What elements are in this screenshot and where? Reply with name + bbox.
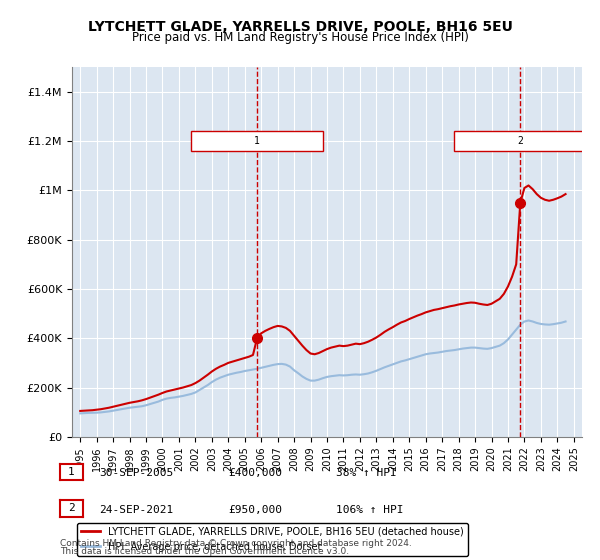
Text: 30-SEP-2005: 30-SEP-2005 <box>99 468 173 478</box>
Text: Contains HM Land Registry data © Crown copyright and database right 2024.: Contains HM Land Registry data © Crown c… <box>60 539 412 548</box>
Text: £950,000: £950,000 <box>228 505 282 515</box>
Text: £400,000: £400,000 <box>228 468 282 478</box>
Text: LYTCHETT GLADE, YARRELLS DRIVE, POOLE, BH16 5EU: LYTCHETT GLADE, YARRELLS DRIVE, POOLE, B… <box>88 20 512 34</box>
Text: 2: 2 <box>517 136 523 146</box>
Text: This data is licensed under the Open Government Licence v3.0.: This data is licensed under the Open Gov… <box>60 547 349 556</box>
Text: Price paid vs. HM Land Registry's House Price Index (HPI): Price paid vs. HM Land Registry's House … <box>131 31 469 44</box>
Legend: LYTCHETT GLADE, YARRELLS DRIVE, POOLE, BH16 5EU (detached house), HPI: Average p: LYTCHETT GLADE, YARRELLS DRIVE, POOLE, B… <box>77 523 467 556</box>
FancyBboxPatch shape <box>454 131 586 151</box>
Text: 38% ↑ HPI: 38% ↑ HPI <box>336 468 397 478</box>
Text: 1: 1 <box>68 467 75 477</box>
Text: 24-SEP-2021: 24-SEP-2021 <box>99 505 173 515</box>
Text: 1: 1 <box>254 136 260 146</box>
Text: 2: 2 <box>68 503 75 514</box>
FancyBboxPatch shape <box>191 131 323 151</box>
Text: 106% ↑ HPI: 106% ↑ HPI <box>336 505 404 515</box>
